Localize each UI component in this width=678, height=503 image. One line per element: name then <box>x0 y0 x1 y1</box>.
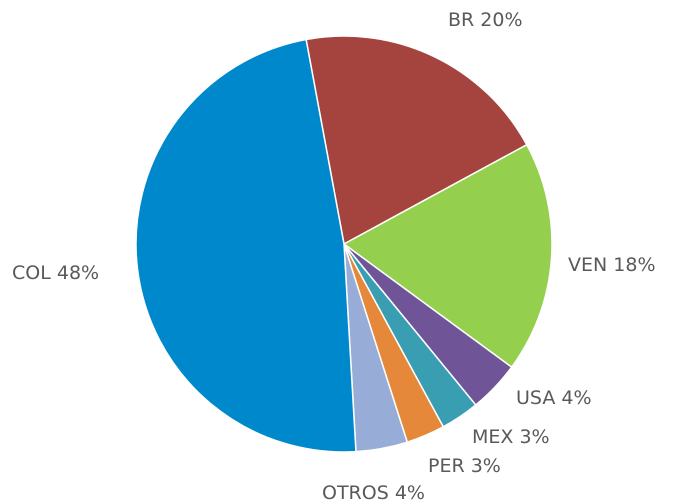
category-name: MEX <box>472 426 513 448</box>
value-label: 4% <box>561 387 591 409</box>
category-name: BR <box>448 9 474 31</box>
pie-slice <box>135 38 357 453</box>
value-label: 3% <box>471 455 501 477</box>
value-label: 3% <box>519 426 549 448</box>
value-label: 48% <box>57 262 99 284</box>
category-name: OTROS <box>322 482 389 503</box>
category-name: USA <box>516 387 555 409</box>
value-label: 20% <box>480 9 522 31</box>
category-name: PER <box>428 455 465 477</box>
slice-label: VEN 18% <box>568 254 656 276</box>
category-name: VEN <box>568 254 607 276</box>
slice-label: BR 20% <box>448 9 523 31</box>
slice-label: USA 4% <box>516 387 592 409</box>
slice-label: OTROS 4% <box>322 482 425 503</box>
slice-label: PER 3% <box>428 455 501 477</box>
pie-slice <box>305 35 528 246</box>
slice-label: COL 48% <box>12 262 99 284</box>
pie-slice <box>342 143 553 369</box>
slice-label: MEX 3% <box>472 426 550 448</box>
value-label: 18% <box>613 254 655 276</box>
category-name: COL <box>12 262 51 284</box>
value-label: 4% <box>395 482 425 503</box>
